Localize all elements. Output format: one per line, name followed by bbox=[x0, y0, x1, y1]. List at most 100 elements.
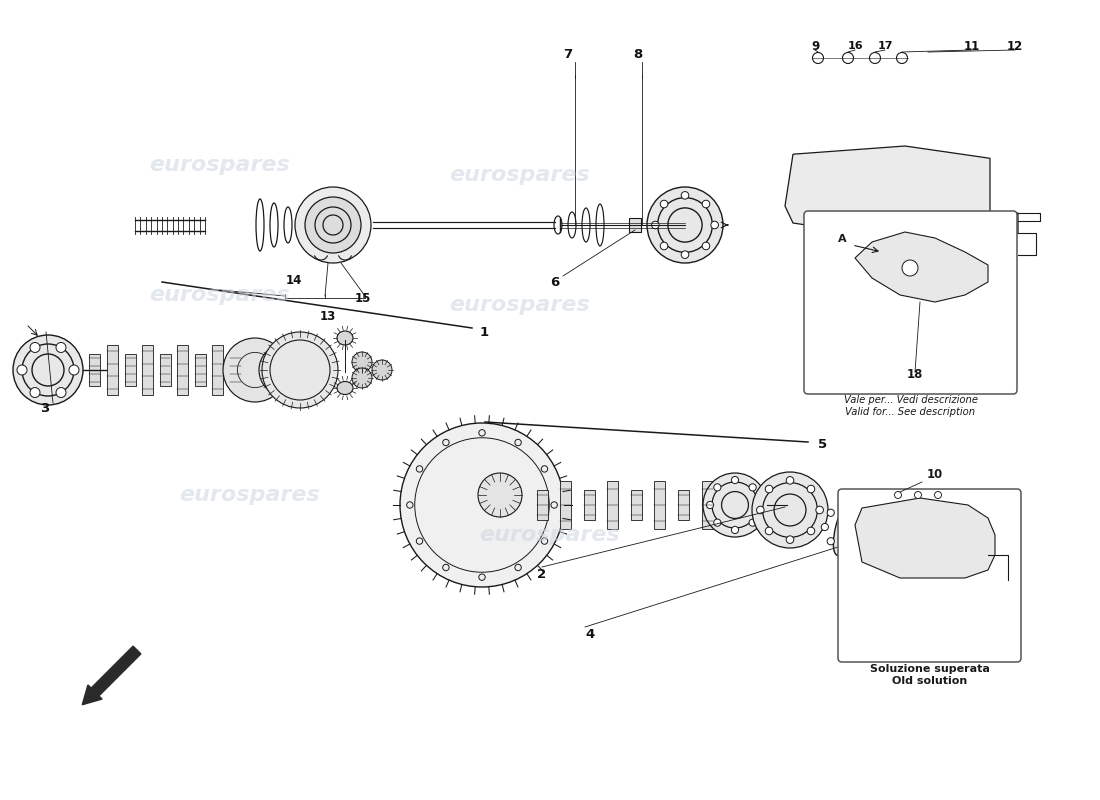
Circle shape bbox=[856, 538, 862, 545]
Circle shape bbox=[372, 360, 392, 380]
Text: eurospares: eurospares bbox=[179, 485, 320, 505]
Circle shape bbox=[894, 491, 902, 498]
Circle shape bbox=[478, 430, 485, 436]
Bar bbox=[212, 345, 223, 395]
Text: eurospares: eurospares bbox=[150, 155, 290, 175]
Circle shape bbox=[766, 527, 773, 534]
Text: 4: 4 bbox=[585, 629, 595, 642]
Bar bbox=[107, 345, 118, 395]
Circle shape bbox=[827, 509, 834, 516]
Text: Vale per... Vedi descrizione
Valid for... See description: Vale per... Vedi descrizione Valid for..… bbox=[844, 395, 978, 417]
Text: eurospares: eurospares bbox=[450, 295, 591, 315]
Circle shape bbox=[843, 53, 854, 63]
Text: 8: 8 bbox=[634, 49, 642, 62]
Circle shape bbox=[702, 242, 710, 250]
Text: Soluzione superata
Old solution: Soluzione superata Old solution bbox=[870, 664, 989, 686]
Circle shape bbox=[706, 502, 714, 509]
Circle shape bbox=[13, 335, 82, 405]
Circle shape bbox=[842, 503, 848, 510]
Circle shape bbox=[861, 523, 869, 530]
Circle shape bbox=[30, 387, 40, 398]
Circle shape bbox=[681, 191, 689, 199]
Circle shape bbox=[30, 342, 40, 353]
Circle shape bbox=[541, 466, 548, 472]
Ellipse shape bbox=[337, 331, 353, 345]
Circle shape bbox=[442, 439, 449, 446]
Bar bbox=[584, 490, 595, 520]
Circle shape bbox=[651, 222, 659, 229]
Circle shape bbox=[407, 502, 412, 508]
Circle shape bbox=[681, 251, 689, 258]
Bar bbox=[160, 354, 170, 386]
Text: eurospares: eurospares bbox=[450, 165, 591, 185]
Circle shape bbox=[56, 387, 66, 398]
Text: 17: 17 bbox=[878, 41, 893, 51]
Text: 18: 18 bbox=[906, 368, 923, 381]
Circle shape bbox=[258, 344, 311, 396]
Text: 9: 9 bbox=[811, 39, 819, 53]
Circle shape bbox=[786, 536, 794, 543]
Circle shape bbox=[896, 53, 907, 63]
Ellipse shape bbox=[337, 382, 353, 394]
Text: 13: 13 bbox=[320, 310, 337, 323]
Text: 10: 10 bbox=[927, 468, 943, 481]
Bar bbox=[702, 481, 713, 529]
Circle shape bbox=[541, 538, 548, 544]
Circle shape bbox=[842, 543, 848, 550]
Text: A: A bbox=[838, 234, 847, 244]
Circle shape bbox=[807, 486, 815, 493]
Text: 1: 1 bbox=[480, 326, 488, 338]
FancyBboxPatch shape bbox=[804, 211, 1018, 394]
Circle shape bbox=[703, 473, 767, 537]
Polygon shape bbox=[855, 232, 988, 302]
Circle shape bbox=[935, 491, 942, 498]
Text: 5: 5 bbox=[818, 438, 827, 451]
Circle shape bbox=[478, 574, 485, 580]
Circle shape bbox=[647, 187, 723, 263]
Polygon shape bbox=[785, 146, 1018, 240]
Text: 3: 3 bbox=[41, 402, 50, 414]
Circle shape bbox=[732, 477, 738, 484]
Text: 16: 16 bbox=[847, 41, 862, 51]
Circle shape bbox=[902, 260, 918, 276]
Bar bbox=[607, 481, 618, 529]
Circle shape bbox=[749, 519, 756, 526]
Circle shape bbox=[16, 365, 28, 375]
Circle shape bbox=[442, 564, 449, 570]
Circle shape bbox=[816, 506, 824, 514]
Bar bbox=[124, 354, 135, 386]
Circle shape bbox=[416, 538, 422, 544]
Text: 14: 14 bbox=[286, 274, 302, 286]
Circle shape bbox=[295, 187, 371, 263]
Text: eurospares: eurospares bbox=[480, 525, 620, 545]
Circle shape bbox=[223, 338, 287, 402]
Circle shape bbox=[757, 506, 764, 514]
Polygon shape bbox=[855, 498, 996, 578]
Bar bbox=[678, 490, 689, 520]
Circle shape bbox=[714, 519, 720, 526]
Circle shape bbox=[822, 523, 828, 530]
Circle shape bbox=[766, 486, 773, 493]
Circle shape bbox=[56, 342, 66, 353]
Circle shape bbox=[757, 502, 763, 509]
FancyBboxPatch shape bbox=[838, 489, 1021, 662]
Text: eurospares: eurospares bbox=[150, 285, 290, 305]
Circle shape bbox=[914, 491, 922, 498]
Circle shape bbox=[752, 472, 828, 548]
Circle shape bbox=[478, 473, 522, 517]
FancyArrow shape bbox=[82, 646, 141, 705]
Circle shape bbox=[660, 242, 668, 250]
Text: 6: 6 bbox=[550, 275, 560, 289]
Circle shape bbox=[262, 332, 338, 408]
Circle shape bbox=[702, 200, 710, 208]
Bar bbox=[630, 490, 641, 520]
Circle shape bbox=[856, 509, 862, 516]
Text: 7: 7 bbox=[563, 49, 573, 62]
Circle shape bbox=[813, 53, 824, 63]
Circle shape bbox=[807, 527, 815, 534]
Ellipse shape bbox=[834, 498, 857, 555]
Bar bbox=[629, 218, 641, 232]
Bar bbox=[195, 354, 206, 386]
Circle shape bbox=[749, 484, 756, 491]
Circle shape bbox=[352, 352, 372, 372]
